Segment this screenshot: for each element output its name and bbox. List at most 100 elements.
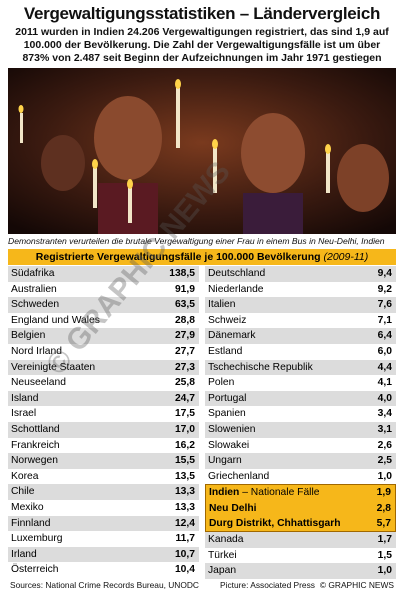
country: Vereinigte Staaten (11, 361, 96, 373)
table-row: Nord Irland 27,7 (8, 344, 199, 360)
region: Indien – Nationale Fälle (209, 485, 319, 500)
rate: 4,1 (377, 377, 392, 389)
rate: 27,3 (174, 361, 195, 373)
table-row: Deutschland 9,4 (205, 266, 396, 282)
country: Irland (11, 548, 37, 560)
table-row: Türkei 1,5 (205, 548, 396, 564)
table-row: Niederlande 9,2 (205, 282, 396, 298)
table-row: Finnland 12,4 (8, 515, 199, 532)
rate: 2,6 (377, 439, 392, 451)
country: Schweiz (208, 314, 247, 326)
country: Tschechische Republik (208, 361, 313, 373)
rate: 1,5 (377, 549, 392, 561)
table-row: Israel 17,5 (8, 406, 199, 422)
rate: 10,7 (174, 548, 195, 560)
table-row: Portugal 4,0 (205, 390, 396, 407)
picture-credit: Picture: Associated Press (220, 580, 315, 590)
table-row: Vereinigte Staaten 27,3 (8, 359, 199, 376)
rate: 138,5 (169, 268, 195, 279)
table-row: Belgien 27,9 (8, 328, 199, 344)
subtitle: 2011 wurden in Indien 24.206 Vergewaltig… (15, 26, 389, 64)
table-row: Frankreich 16,2 (8, 438, 199, 454)
country: Schweden (11, 299, 60, 311)
country: Belgien (11, 330, 46, 342)
rate: 6,4 (377, 330, 392, 342)
table-row: Polen 4,1 (205, 375, 396, 391)
table-row: Slowenien 3,1 (205, 421, 396, 438)
rate: 5,7 (376, 517, 391, 529)
india-row: Indien – Nationale Fälle 1,9 (206, 485, 395, 500)
table-row: Chile 13,3 (8, 484, 199, 500)
copyright: © GRAPHIC NEWS (319, 580, 394, 590)
rate: 15,5 (174, 455, 195, 467)
india-row: Durg Distrikt, Chhattisgarh 5,7 (206, 516, 395, 531)
region: Neu Delhi (209, 501, 257, 516)
region: Durg Distrikt, Chhattisgarh (209, 516, 341, 531)
rate: 27,7 (174, 345, 195, 357)
region-note: – Nationale Fälle (242, 487, 320, 499)
rate: 7,1 (377, 314, 392, 326)
photo-caption: Demonstranten verurteilen die brutale Ve… (8, 236, 385, 246)
country: Ungarn (208, 455, 242, 467)
country: Norwegen (11, 455, 58, 467)
rate: 1,0 (377, 470, 392, 482)
table-row: Kanada 1,7 (205, 532, 396, 548)
table-row: Norwegen 15,5 (8, 453, 199, 469)
rate: 13,5 (174, 470, 195, 482)
right-column: Deutschland 9,4 Niederlande 9,2 Italien 7,6 Sc… (205, 266, 396, 579)
table-row: Spanien 3,4 (205, 406, 396, 422)
table-row: Island 24,7 (8, 390, 199, 407)
table-row: Südafrika 138,5 (8, 266, 199, 282)
country: Polen (208, 377, 235, 389)
table-row: Estland 6,0 (205, 344, 396, 360)
country: Slowenien (208, 423, 256, 435)
country: Italien (208, 299, 236, 311)
rate: 4,0 (377, 392, 392, 404)
table-row: Schweden 63,5 (8, 297, 199, 313)
country: Kanada (208, 534, 244, 546)
table-row: Österreich 10,4 (8, 562, 199, 578)
india-block: Indien – Nationale Fälle 1,9 Neu Delhi 2,8 D… (205, 484, 396, 533)
table-row: Korea 13,5 (8, 469, 199, 485)
rate: 91,9 (174, 283, 195, 295)
table-row: England und Wales 28,8 (8, 313, 199, 329)
table-row: Japan 1,0 (205, 563, 396, 579)
country: Finnland (11, 517, 51, 529)
rate: 1,9 (376, 487, 391, 499)
rate: 1,0 (377, 565, 392, 577)
country: Slowakei (208, 439, 250, 451)
country: Australien (11, 283, 57, 295)
country: England und Wales (11, 314, 100, 326)
country: Island (11, 392, 39, 404)
country: Luxemburg (11, 533, 63, 545)
rate: 17,0 (174, 423, 195, 435)
country: Israel (11, 408, 37, 420)
country: Türkei (208, 549, 237, 561)
country: Südafrika (11, 268, 55, 279)
rate: 11,7 (175, 533, 195, 545)
rate: 13,3 (174, 486, 195, 498)
table-row: Tschechische Republik 4,4 (205, 359, 396, 376)
rate: 3,4 (377, 408, 392, 420)
rate: 13,3 (174, 501, 195, 513)
rate: 16,2 (174, 439, 195, 451)
table-row: Irland 10,7 (8, 546, 199, 563)
country: Niederlande (208, 283, 264, 295)
rate: 3,1 (377, 423, 392, 435)
table-row: Mexiko 13,3 (8, 500, 199, 516)
rate: 63,5 (174, 299, 195, 311)
photo (8, 68, 396, 234)
rate: 2,5 (377, 455, 392, 467)
country: Mexiko (11, 501, 44, 513)
table-period: (2009-11) (323, 251, 369, 263)
region-name: Indien (209, 487, 240, 499)
table-row: Luxemburg 11,7 (8, 531, 199, 547)
table-row: Ungarn 2,5 (205, 453, 396, 469)
country: Korea (11, 470, 39, 482)
rate: 27,9 (174, 330, 195, 342)
table-row: Griechenland 1,0 (205, 469, 396, 485)
table-row: Schweiz 7,1 (205, 313, 396, 329)
table-row: Australien 91,9 (8, 282, 199, 298)
rate: 12,4 (174, 517, 195, 529)
